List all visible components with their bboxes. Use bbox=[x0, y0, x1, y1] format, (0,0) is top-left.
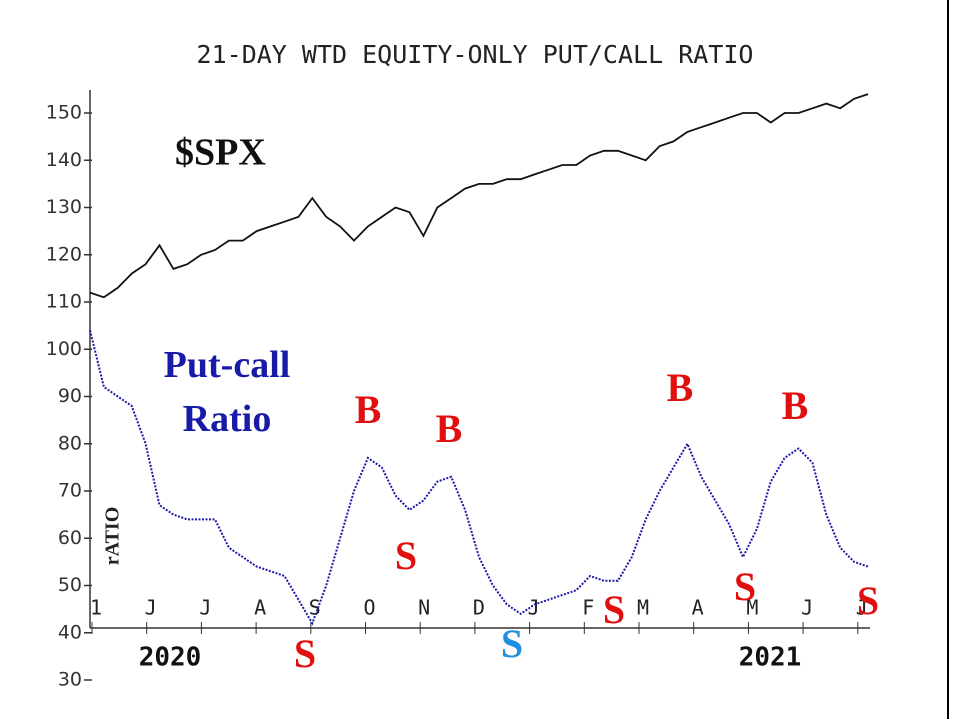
y-tick-label: 40 bbox=[58, 621, 82, 643]
x-tick-label: A bbox=[254, 596, 266, 620]
x-tick-label: 1 bbox=[90, 596, 102, 620]
y-tick-label: 110 bbox=[46, 291, 82, 313]
x-tick-label: M bbox=[746, 596, 758, 620]
x-tick-label: J bbox=[199, 596, 211, 620]
annotation: S bbox=[857, 578, 879, 623]
series-line bbox=[89, 93, 869, 299]
annotation: S bbox=[734, 564, 756, 609]
x-tick-label: N bbox=[418, 596, 430, 620]
x-tick-label: J bbox=[528, 596, 540, 620]
x-tick-label: J bbox=[856, 596, 868, 620]
annotation: B bbox=[667, 365, 694, 410]
annotation: S bbox=[501, 621, 523, 666]
annotation: B bbox=[782, 383, 809, 428]
y-axis-title: rATIO bbox=[102, 507, 124, 566]
year-label: 2020 bbox=[139, 643, 202, 673]
y-tick-label: 100 bbox=[46, 338, 82, 360]
annotation: B bbox=[355, 387, 382, 432]
chart-title: 21-DAY WTD EQUITY-ONLY PUT/CALL RATIO bbox=[197, 40, 754, 69]
y-tick-label: 90 bbox=[58, 385, 82, 407]
x-tick-label: M bbox=[637, 596, 649, 620]
y-tick-label: 150 bbox=[46, 102, 82, 124]
legend-label: Put-call Ratio bbox=[164, 344, 291, 440]
x-tick-label: S bbox=[309, 596, 321, 620]
annotation: S bbox=[395, 533, 417, 578]
annotation: S bbox=[294, 631, 316, 676]
annotation: S bbox=[603, 587, 625, 632]
x-tick-label: J bbox=[145, 596, 157, 620]
x-tick-label: O bbox=[363, 596, 375, 620]
y-tick-label: 140 bbox=[46, 149, 82, 171]
x-tick-label: D bbox=[473, 596, 485, 620]
y-tick-label: 60 bbox=[58, 527, 82, 549]
x-tick-label: J bbox=[801, 596, 813, 620]
y-tick-label: 70 bbox=[58, 480, 82, 502]
series-line bbox=[89, 330, 869, 626]
x-tick-label: F bbox=[582, 596, 594, 620]
y-tick-label: 80 bbox=[58, 432, 82, 454]
annotation: B bbox=[436, 406, 463, 451]
year-label: 2021 bbox=[739, 643, 802, 673]
x-tick-label: A bbox=[692, 596, 704, 620]
y-tick-label: 120 bbox=[46, 243, 82, 265]
y-tick-label: 50 bbox=[58, 574, 82, 596]
y-tick-label: 30 bbox=[58, 669, 82, 691]
y-tick-label: 130 bbox=[46, 196, 82, 218]
legend-label: $SPX bbox=[175, 132, 266, 174]
